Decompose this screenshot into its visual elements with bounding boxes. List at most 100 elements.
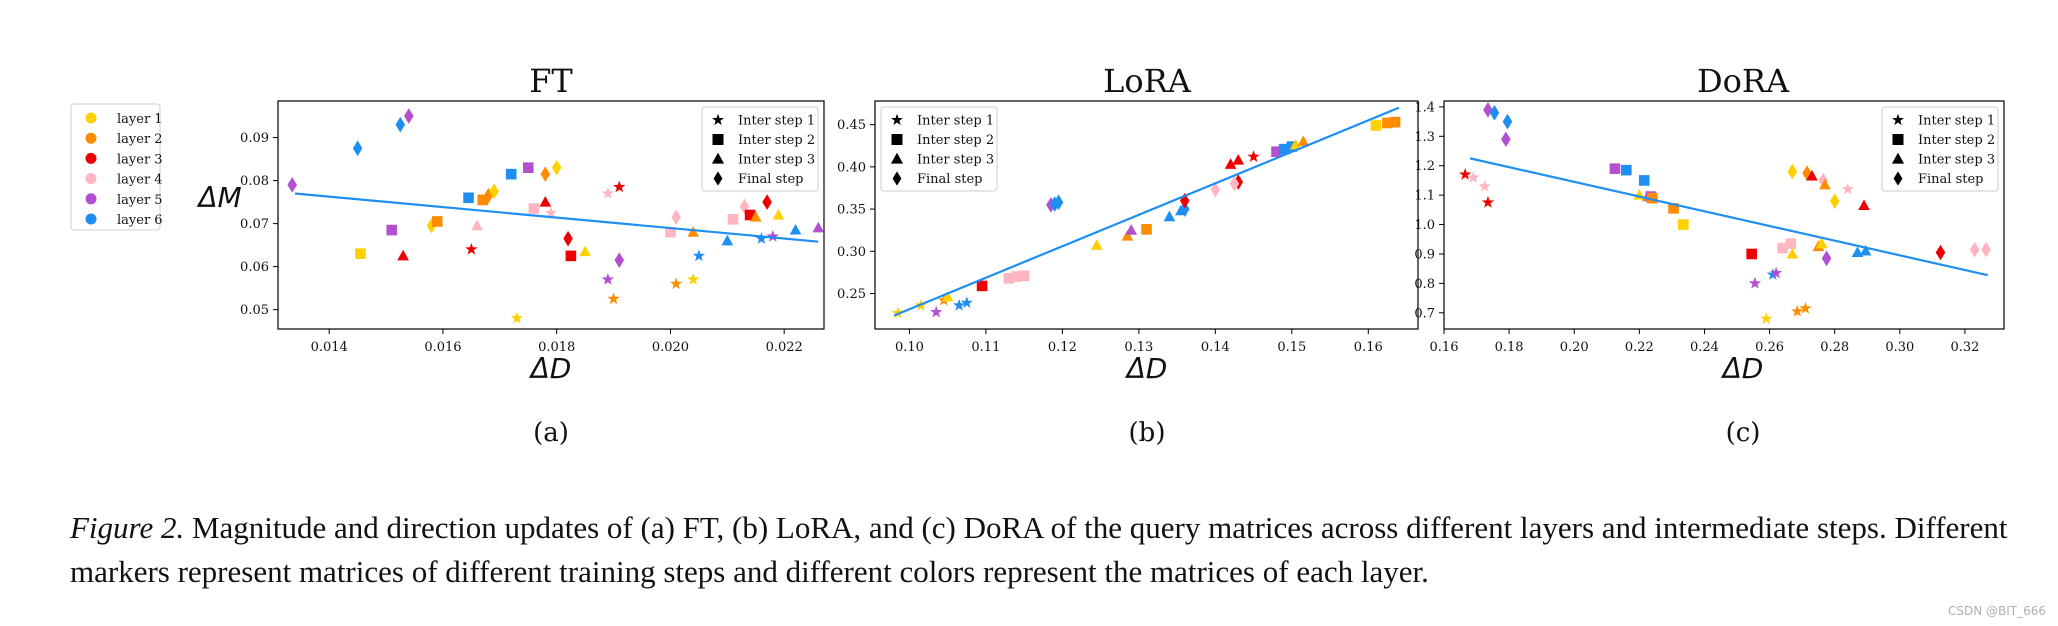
step-legend-frame — [880, 106, 998, 192]
x-tick-label: 0.20 — [1560, 340, 1589, 355]
data-point — [1121, 230, 1134, 241]
watermark: CSDN @BIT_666 — [1947, 604, 2046, 618]
legend-step-label: Final step — [738, 172, 804, 187]
y-tick-label: 0.8 — [1414, 277, 1435, 292]
data-point — [1799, 301, 1812, 314]
legend-step-marker — [712, 134, 724, 145]
legend-step-label: Final step — [917, 172, 983, 187]
scatter-plot-dora: 0.16 0.18 0.20 0.22 0.24 0.26 0.28 0.30 0.32 0.7 0… — [1414, 100, 2005, 355]
y-tick-label: 0.07 — [240, 217, 269, 232]
figure-panels: layer 1 layer 2 layer 3 layer 4 layer 5 layer… — [70, 62, 2005, 448]
y-tick-label: 0.09 — [240, 131, 269, 146]
data-point — [762, 194, 772, 210]
data-point — [1787, 163, 1798, 180]
data-point — [563, 230, 573, 247]
legend-step-marker — [1892, 134, 1904, 145]
data-point — [355, 248, 366, 260]
data-point — [551, 159, 562, 176]
data-point — [960, 296, 973, 309]
data-point — [755, 232, 768, 244]
data-point — [539, 195, 552, 207]
data-point — [1018, 270, 1030, 282]
x-tick-label: 0.32 — [1950, 340, 1979, 355]
data-point — [669, 277, 683, 290]
y-tick-label: 0.40 — [837, 160, 866, 175]
legend-step-label: Inter step 1 — [1918, 114, 1995, 129]
data-point — [1859, 244, 1872, 256]
data-point — [812, 221, 825, 233]
data-point — [1179, 201, 1190, 217]
data-point — [789, 223, 802, 235]
data-point — [1841, 182, 1854, 195]
legend-layer-swatch — [85, 132, 97, 144]
data-point — [1210, 181, 1221, 198]
legend-step-marker — [892, 171, 902, 186]
data-point — [891, 306, 905, 319]
step-legend-frame — [701, 106, 819, 192]
x-tick-label: 0.12 — [1048, 340, 1077, 355]
data-point — [1815, 237, 1828, 249]
data-point — [1819, 178, 1831, 190]
data-point — [1090, 239, 1103, 250]
legend-step-label: Inter step 2 — [738, 133, 815, 148]
trend-line — [893, 106, 1400, 317]
data-point — [614, 252, 625, 268]
data-point — [352, 140, 363, 157]
data-point — [1748, 276, 1762, 289]
data-point — [1481, 196, 1495, 208]
data-point — [1467, 170, 1480, 183]
legend-step-marker — [1891, 152, 1905, 164]
data-point — [976, 280, 988, 292]
data-point — [1806, 169, 1818, 181]
x-tick-label: 0.14 — [1201, 340, 1230, 355]
caption-figure-label: Figure 2. — [70, 510, 185, 545]
legend-layer-swatch — [85, 173, 97, 185]
x-tick-label: 0.018 — [538, 340, 575, 355]
legend-layer-label: layer 1 — [117, 112, 163, 127]
y-tick-label: 0.30 — [837, 245, 866, 260]
data-point — [952, 298, 966, 311]
data-point — [692, 249, 706, 262]
y-axis-label: ΔM — [196, 181, 241, 214]
legend-step-marker — [891, 113, 903, 126]
data-point — [607, 292, 620, 305]
legend-layer-label: layer 4 — [117, 173, 163, 188]
data-point — [489, 183, 499, 200]
x-tick-label: 0.016 — [424, 340, 461, 355]
x-tick-label: 0.18 — [1495, 340, 1524, 355]
legend-layer-label: layer 2 — [117, 132, 163, 147]
x-axis-label: ΔD — [529, 352, 572, 385]
data-point — [1777, 242, 1788, 254]
data-point — [579, 245, 591, 257]
data-point — [1829, 193, 1840, 209]
x-tick-label: 0.15 — [1277, 340, 1306, 355]
legend-step-label: Inter step 3 — [917, 153, 994, 168]
data-point — [471, 219, 483, 231]
step-legend: Inter step 1 Inter step 2 Inter step 3 Fina… — [701, 106, 819, 192]
data-point — [1791, 304, 1804, 317]
data-point — [287, 177, 298, 193]
data-point — [505, 168, 517, 180]
data-point — [727, 214, 739, 225]
x-tick-label: 0.10 — [895, 340, 924, 355]
data-point — [1141, 224, 1152, 235]
panel-title: DoRA — [1697, 62, 1790, 100]
data-point — [431, 216, 443, 227]
x-tick-label: 0.014 — [311, 340, 348, 355]
data-point — [1969, 241, 1980, 258]
panel-lora: LoRA ΔD (b) 0.10 0.11 0.12 0.13 0.14 0.15 0.16… — [837, 62, 1419, 448]
y-tick-label: 0.05 — [240, 303, 269, 318]
trend-line — [294, 192, 819, 243]
data-point — [601, 273, 615, 285]
legend-layer-swatch — [85, 152, 97, 164]
data-point — [528, 203, 540, 214]
legend-step-marker — [891, 134, 903, 145]
data-point — [1289, 138, 1302, 150]
data-point — [1233, 174, 1244, 190]
y-tick-label: 1.4 — [1414, 100, 1435, 115]
data-point — [601, 186, 615, 199]
data-point — [1163, 210, 1176, 222]
data-point — [1746, 248, 1757, 260]
data-point — [1370, 120, 1382, 131]
panel-sublabel: (c) — [1726, 418, 1761, 448]
